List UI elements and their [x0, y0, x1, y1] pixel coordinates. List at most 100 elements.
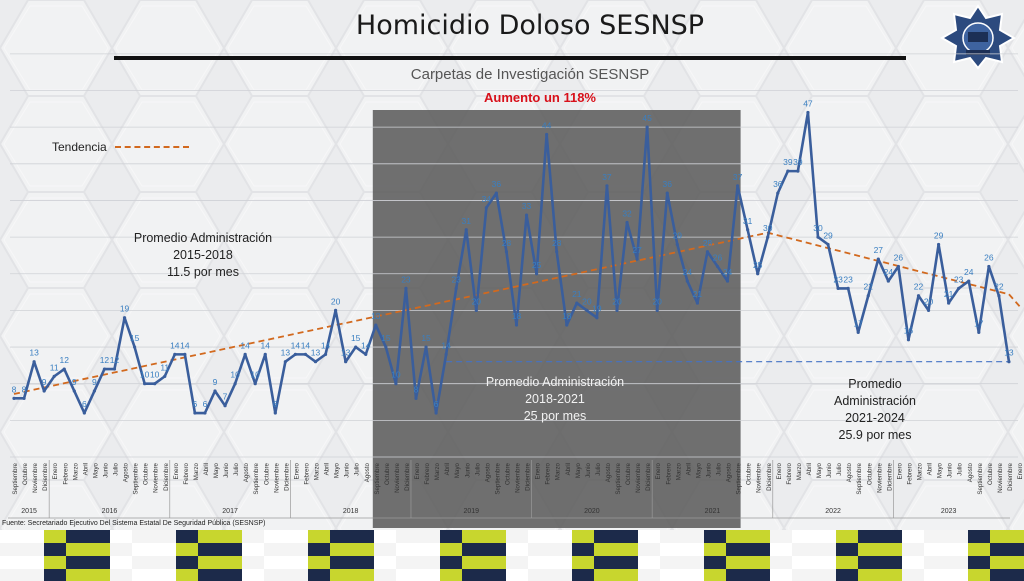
- month-tick-label: Marzo: [675, 462, 682, 480]
- footer-tile: [638, 569, 660, 581]
- month-tick-label: Mayo: [454, 462, 461, 478]
- source-note: Fuente: Secretariado Ejecutivo Del Siste…: [2, 520, 266, 527]
- data-label: 24: [964, 267, 974, 277]
- legend-trend-swatch: [114, 146, 189, 148]
- data-label: 12: [110, 355, 120, 365]
- data-point: [725, 279, 730, 283]
- month-tick-label: Diciembre: [163, 462, 170, 490]
- increase-annotation: Aumento un 118%: [484, 90, 596, 105]
- data-label: 10: [140, 370, 150, 380]
- footer-tile: [836, 530, 858, 543]
- footer-tile: [858, 543, 880, 556]
- footer-tile: [946, 530, 968, 543]
- footer-tile: [990, 530, 1012, 543]
- data-label: 23: [833, 274, 843, 284]
- data-point: [454, 286, 458, 291]
- footer-tile: [990, 556, 1012, 569]
- footer-tile: [132, 543, 154, 556]
- data-point: [695, 301, 700, 305]
- footer-tile: [550, 543, 572, 556]
- footer-tile: [242, 569, 264, 581]
- month-tick-label: Noviembre: [153, 462, 160, 492]
- data-point: [836, 286, 840, 291]
- data-label: 22: [914, 282, 924, 292]
- data-point: [535, 272, 539, 276]
- footer-tile: [264, 569, 286, 581]
- month-tick-label: Septiembre: [736, 462, 743, 494]
- data-point: [364, 352, 368, 356]
- month-tick-label: Octubre: [504, 462, 511, 485]
- footer-tile: [330, 556, 352, 569]
- data-point: [886, 279, 890, 283]
- month-tick-label: Junio: [585, 462, 592, 477]
- footer-tile: [902, 556, 924, 569]
- footer-tile: [198, 543, 220, 556]
- footer-tile: [462, 556, 484, 569]
- month-tick-label: Octubre: [866, 462, 873, 485]
- data-label: 14: [291, 340, 301, 350]
- year-label: 2020: [584, 508, 600, 515]
- footer-tile: [396, 556, 418, 569]
- month-tick-label: Septiembre: [374, 462, 381, 494]
- footer-tile: [22, 556, 44, 569]
- footer-tile: [352, 543, 374, 556]
- footer-tile: [22, 569, 44, 581]
- data-label: 15: [421, 333, 431, 343]
- data-point: [183, 352, 187, 356]
- data-label: 6: [82, 399, 87, 409]
- chart-subtitle: Carpetas de Investigación SESNSP: [410, 66, 650, 83]
- data-point: [635, 257, 639, 261]
- data-point: [22, 396, 26, 400]
- data-point: [32, 360, 36, 364]
- data-point: [866, 294, 870, 298]
- average-period: 2015-2018: [173, 248, 233, 262]
- footer-tile: [242, 543, 264, 556]
- footer-tile: [220, 569, 242, 581]
- footer-tile: [572, 543, 594, 556]
- footer-tile: [440, 569, 462, 581]
- footer-tile: [44, 530, 66, 543]
- footer-tile: [616, 543, 638, 556]
- data-point: [987, 264, 991, 269]
- data-point: [414, 396, 418, 400]
- data-point: [796, 169, 800, 173]
- data-point: [223, 404, 227, 408]
- average-period: 2021-2024: [845, 411, 905, 425]
- footer-tile: [638, 556, 660, 569]
- month-tick-label: Abril: [324, 463, 331, 475]
- footer-tile: [0, 556, 22, 569]
- footer-tile: [220, 543, 242, 556]
- month-tick-label: Enero: [173, 462, 180, 479]
- month-tick-label: Noviembre: [273, 462, 280, 492]
- footer-tile: [88, 543, 110, 556]
- footer-tile: [792, 569, 814, 581]
- data-point: [786, 169, 790, 173]
- footer-tile: [88, 556, 110, 569]
- month-tick-label: Agosto: [123, 462, 130, 482]
- month-tick-label: Junio: [223, 462, 230, 477]
- data-point: [484, 206, 488, 210]
- data-point: [213, 389, 217, 393]
- data-point: [102, 367, 107, 371]
- month-tick-label: Diciembre: [766, 462, 773, 490]
- data-point: [575, 301, 579, 305]
- footer-tile: [22, 543, 44, 556]
- month-tick-label: Octubre: [384, 462, 391, 485]
- data-point: [565, 323, 569, 327]
- data-point: [947, 301, 951, 305]
- month-tick-label: Septiembre: [133, 462, 140, 494]
- footer-tile: [0, 569, 22, 581]
- footer-tile: [880, 556, 902, 569]
- month-tick-label: Mayo: [213, 462, 220, 478]
- year-label: 2018: [343, 508, 359, 515]
- data-point: [665, 191, 669, 195]
- footer-tile: [396, 543, 418, 556]
- data-label: 14: [261, 340, 271, 350]
- data-point: [595, 316, 599, 320]
- footer-tile: [22, 530, 44, 543]
- footer-tile: [638, 543, 660, 556]
- average-title: Promedio: [848, 377, 902, 391]
- data-label: 39: [793, 157, 803, 167]
- footer-tile: [66, 530, 88, 543]
- data-point: [313, 360, 318, 364]
